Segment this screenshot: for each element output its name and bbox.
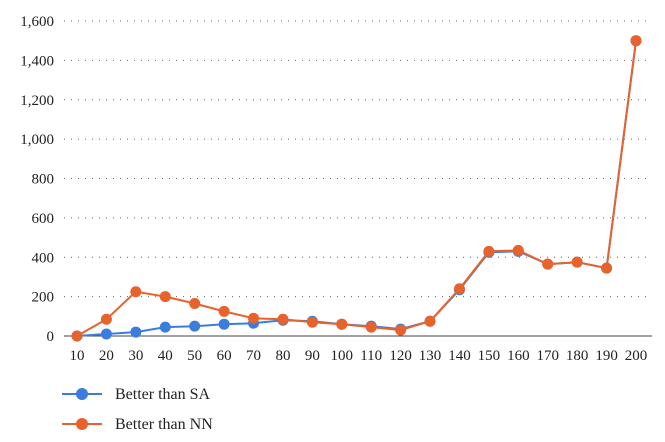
y-tick-label: 1,400 bbox=[20, 53, 54, 69]
grid bbox=[64, 20, 652, 298]
data-point bbox=[453, 283, 465, 295]
data-point bbox=[336, 318, 348, 330]
data-point bbox=[395, 324, 407, 336]
series-line bbox=[76, 40, 637, 337]
data-point bbox=[130, 326, 142, 338]
data-point bbox=[512, 244, 524, 256]
y-tick-label: 600 bbox=[32, 211, 55, 227]
y-tick-label: 1,000 bbox=[20, 132, 54, 148]
series-2 bbox=[71, 35, 642, 342]
x-tick-label: 70 bbox=[246, 348, 261, 364]
data-point bbox=[601, 262, 613, 274]
legend-item: Better than SA bbox=[62, 386, 211, 403]
data-point bbox=[218, 305, 230, 317]
x-tick-label: 160 bbox=[507, 348, 530, 364]
data-point bbox=[571, 256, 583, 268]
data-point bbox=[630, 35, 642, 47]
x-tick-label: 40 bbox=[158, 348, 173, 364]
y-tick-label: 800 bbox=[32, 172, 55, 188]
data-point bbox=[130, 286, 142, 298]
x-tick-label: 130 bbox=[419, 348, 442, 364]
x-tick-label: 110 bbox=[360, 348, 382, 364]
data-point bbox=[365, 321, 377, 333]
x-tick-label: 150 bbox=[478, 348, 501, 364]
x-tick-label: 10 bbox=[70, 348, 85, 364]
data-point bbox=[71, 330, 83, 342]
legend-swatch-marker bbox=[76, 388, 88, 400]
y-tick-label: 1,600 bbox=[20, 14, 54, 30]
data-point bbox=[542, 258, 554, 270]
x-tick-label: 20 bbox=[99, 348, 114, 364]
data-point bbox=[483, 245, 495, 257]
y-axis-tick-labels: 0 200 400 600 800 1,000 1,200 1,400 1,600 bbox=[20, 14, 54, 345]
legend-item: Better than NN bbox=[62, 416, 213, 433]
data-point bbox=[189, 298, 201, 310]
y-tick-label: 400 bbox=[32, 250, 55, 266]
x-tick-label: 30 bbox=[128, 348, 143, 364]
data-point bbox=[306, 316, 318, 328]
data-point bbox=[100, 328, 112, 340]
x-tick-label: 90 bbox=[305, 348, 320, 364]
data-point bbox=[159, 291, 171, 303]
x-axis-tick-labels: 10 20 30 40 50 60 70 80 90 100 110 120 130 140 150 160 1… bbox=[70, 348, 648, 364]
x-tick-label: 180 bbox=[566, 348, 589, 364]
y-tick-label: 200 bbox=[32, 290, 55, 306]
data-point bbox=[424, 315, 436, 327]
x-tick-label: 120 bbox=[389, 348, 412, 364]
x-tick-label: 140 bbox=[448, 348, 471, 364]
y-tick-label: 1,200 bbox=[20, 93, 54, 109]
data-point bbox=[159, 321, 171, 333]
series-line bbox=[76, 40, 637, 337]
data-point bbox=[248, 312, 260, 324]
x-tick-label: 190 bbox=[595, 348, 618, 364]
data-point bbox=[218, 318, 230, 330]
series-layer bbox=[71, 35, 642, 342]
data-point bbox=[277, 313, 289, 325]
x-tick-label: 80 bbox=[275, 348, 290, 364]
data-point bbox=[189, 320, 201, 332]
x-tick-label: 170 bbox=[536, 348, 559, 364]
legend-label: Better than SA bbox=[115, 386, 211, 403]
legend-label: Better than NN bbox=[115, 416, 213, 433]
x-tick-label: 200 bbox=[625, 348, 648, 364]
legend-swatch-marker bbox=[76, 418, 88, 430]
y-tick-label: 0 bbox=[47, 329, 55, 345]
x-tick-label: 100 bbox=[331, 348, 354, 364]
x-tick-label: 50 bbox=[187, 348, 202, 364]
x-tick-label: 60 bbox=[217, 348, 232, 364]
legend: Better than SA Better than NN bbox=[62, 386, 213, 433]
data-point bbox=[100, 313, 112, 325]
